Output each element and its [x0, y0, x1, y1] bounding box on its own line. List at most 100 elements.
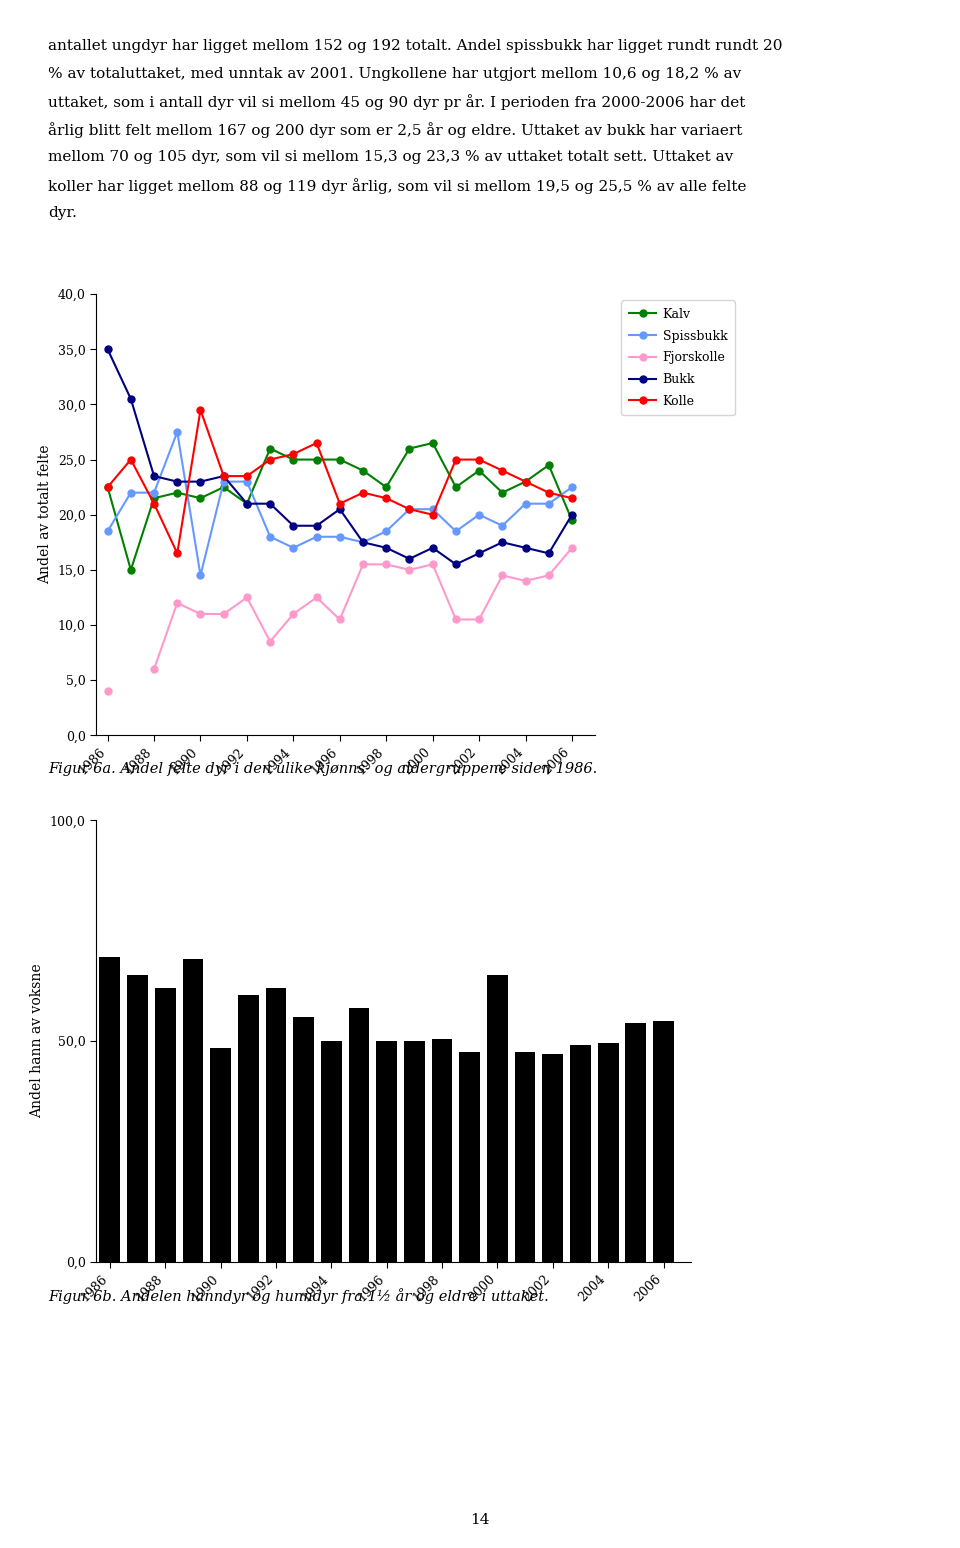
Text: uttaket, som i antall dyr vil si mellom 45 og 90 dyr pr år. I perioden fra 2000-: uttaket, som i antall dyr vil si mellom … [48, 94, 745, 110]
Bukk [334, 500, 346, 519]
Fjorskolle [334, 610, 346, 628]
Bar [100, 957, 120, 1262]
Spissbukk [102, 522, 113, 540]
Spissbukk [473, 505, 485, 523]
Bukk [380, 539, 392, 557]
Line: Spissbukk: Spissbukk [104, 429, 575, 579]
Bar [598, 1043, 618, 1262]
Kalv [450, 478, 462, 497]
Bukk [357, 533, 369, 551]
Kolle [172, 543, 183, 562]
Bukk [473, 543, 485, 562]
Bar [542, 1054, 564, 1262]
Line: Kolle: Kolle [104, 407, 575, 557]
Bukk [311, 517, 323, 536]
Fjorskolle [195, 605, 206, 624]
Bar [238, 995, 258, 1262]
Bar [570, 1045, 590, 1262]
Fjorskolle [427, 556, 439, 574]
Kolle [496, 461, 508, 480]
Spissbukk [218, 472, 229, 491]
Spissbukk [311, 528, 323, 546]
Line: Fjorskolle: Fjorskolle [104, 545, 575, 695]
Kalv [125, 560, 136, 579]
Text: årlig blitt felt mellom 167 og 200 dyr som er 2,5 år og eldre. Uttaket av bukk h: årlig blitt felt mellom 167 og 200 dyr s… [48, 122, 742, 138]
Fjorskolle [404, 560, 416, 579]
Spissbukk [427, 500, 439, 519]
Bukk [543, 543, 555, 562]
Bukk [519, 539, 531, 557]
Line: Bukk: Bukk [104, 345, 575, 568]
Bar [487, 975, 508, 1262]
Kalv [496, 483, 508, 502]
Bukk [172, 472, 183, 491]
Kolle [357, 483, 369, 502]
Bar [432, 1039, 452, 1262]
Text: dyr.: dyr. [48, 206, 77, 220]
Spissbukk [357, 533, 369, 551]
Fjorskolle [311, 588, 323, 607]
Bar [266, 988, 286, 1262]
Kolle [264, 450, 276, 469]
Kolle [473, 450, 485, 469]
Bukk [264, 494, 276, 512]
Bukk [496, 533, 508, 551]
Kolle [380, 489, 392, 508]
Fjorskolle [380, 556, 392, 574]
Kalv [288, 450, 300, 469]
Kalv [334, 450, 346, 469]
Bar [348, 1008, 370, 1262]
Kalv [172, 483, 183, 502]
Fjorskolle [519, 571, 531, 590]
Kalv [311, 450, 323, 469]
Text: Figur 6a. Andel felte dyr i den ulike kjønns- og aldergruppene siden 1986.: Figur 6a. Andel felte dyr i den ulike kj… [48, 762, 597, 776]
Fjorskolle [496, 567, 508, 585]
Spissbukk [519, 494, 531, 512]
Bukk [427, 539, 439, 557]
Kolle [427, 505, 439, 523]
Fjorskolle [450, 610, 462, 628]
Fjorskolle [102, 681, 113, 700]
Kolle [543, 483, 555, 502]
Bar [127, 975, 148, 1262]
Fjorskolle [218, 605, 229, 624]
Bukk [404, 550, 416, 568]
Fjorskolle [288, 605, 300, 624]
Kolle [102, 478, 113, 497]
Bukk [566, 505, 578, 523]
Spissbukk [543, 494, 555, 512]
Bar [155, 988, 176, 1262]
Kalv [543, 455, 555, 474]
Kolle [288, 444, 300, 463]
Fjorskolle [543, 567, 555, 585]
Spissbukk [172, 423, 183, 441]
Spissbukk [125, 483, 136, 502]
Bar [293, 1017, 314, 1262]
Kolle [519, 472, 531, 491]
Kalv [566, 511, 578, 529]
Text: Figur 6b. Andelen hanndyr og hunndyr fra 1½ år og eldre i uttaket.: Figur 6b. Andelen hanndyr og hunndyr fra… [48, 1288, 549, 1303]
Text: antallet ungdyr har ligget mellom 152 og 192 totalt. Andel spissbukk har ligget : antallet ungdyr har ligget mellom 152 og… [48, 39, 782, 53]
Bar [376, 1040, 397, 1262]
Kalv [473, 461, 485, 480]
Spissbukk [241, 472, 252, 491]
Kalv [195, 489, 206, 508]
Kolle [195, 401, 206, 420]
Bukk [241, 494, 252, 512]
Text: koller har ligget mellom 88 og 119 dyr årlig, som vil si mellom 19,5 og 25,5 % a: koller har ligget mellom 88 og 119 dyr å… [48, 178, 747, 194]
Spissbukk [496, 517, 508, 536]
Fjorskolle [473, 610, 485, 628]
Kalv [357, 461, 369, 480]
Fjorskolle [241, 588, 252, 607]
Text: mellom 70 og 105 dyr, som vil si mellom 15,3 og 23,3 % av uttaket totalt sett. U: mellom 70 og 105 dyr, som vil si mellom … [48, 150, 733, 164]
Bar [182, 960, 204, 1262]
Kalv [148, 489, 159, 508]
Kalv [404, 440, 416, 458]
Kolle [334, 494, 346, 512]
Spissbukk [264, 528, 276, 546]
Kalv [102, 478, 113, 497]
Spissbukk [288, 539, 300, 557]
Kolle [566, 489, 578, 508]
Kolle [241, 467, 252, 486]
Spissbukk [404, 500, 416, 519]
